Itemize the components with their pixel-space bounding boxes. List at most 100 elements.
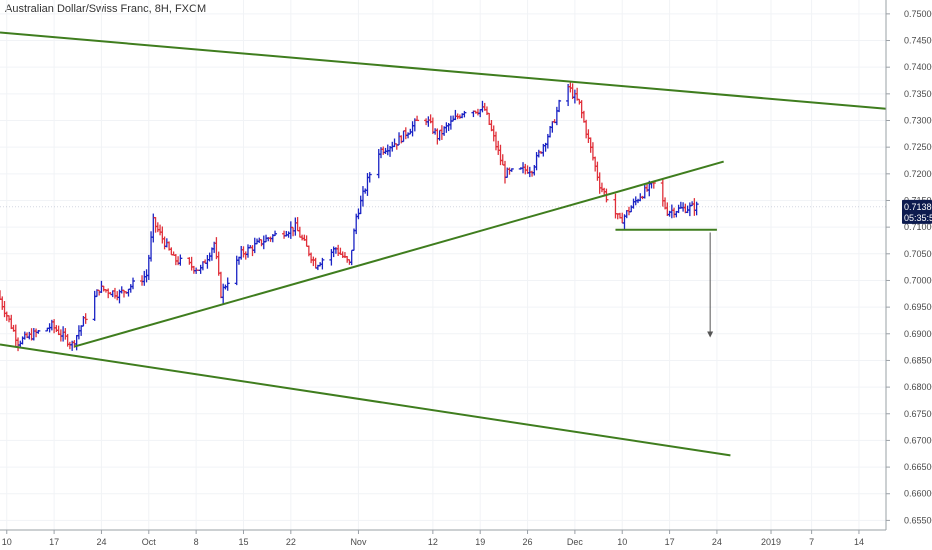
ohlc-bar — [149, 231, 154, 262]
x-tick-label: 26 — [523, 537, 533, 547]
ohlc-bar — [218, 271, 223, 299]
ohlc-bar — [676, 204, 681, 214]
ohlc-bar — [593, 156, 598, 172]
x-tick-label: 24 — [96, 537, 106, 547]
ohlc-bar — [268, 236, 273, 242]
x-tick-label: Nov — [350, 537, 367, 547]
x-tick-label: 15 — [238, 537, 248, 547]
ohlc-bar — [358, 195, 363, 215]
x-tick-label: 14 — [854, 537, 864, 547]
ohlc-bar — [67, 341, 72, 350]
ohlc-bar — [550, 121, 555, 133]
ohlc-bar — [297, 226, 302, 238]
ohlc-bar — [16, 337, 21, 352]
ohlc-bar — [568, 81, 573, 93]
ohlc-bar — [158, 224, 163, 236]
ohlc-bar — [205, 254, 210, 269]
ohlc-bar — [462, 110, 467, 118]
x-tick-label: 2019 — [761, 537, 781, 547]
ohlc-bar — [245, 244, 250, 258]
ohlc-bar — [500, 154, 505, 166]
ohlc-bar — [36, 330, 41, 334]
last-price-badge — [902, 199, 932, 224]
ohlc-bar — [13, 324, 18, 347]
ohlc-bar — [282, 230, 287, 239]
ohlc-bar — [613, 193, 618, 219]
ohlc-bar — [487, 112, 492, 126]
ohlc-bar — [288, 221, 293, 239]
ohlc-bar — [385, 144, 390, 156]
ohlc-bar — [401, 130, 406, 143]
ohlc-bar — [320, 257, 325, 270]
x-tick-label: Dec — [567, 537, 584, 547]
ohlc-bar — [160, 226, 165, 244]
ohlc-bar — [351, 228, 356, 251]
ohlc-bar — [672, 207, 677, 218]
ohlc-bar — [9, 314, 14, 330]
ohlc-bar — [444, 122, 449, 133]
x-tick-label: Oct — [142, 537, 157, 547]
ohlc-bar — [178, 254, 183, 266]
x-tick-label: 17 — [665, 537, 675, 547]
ohlc-bar — [74, 334, 79, 351]
ohlc-bar — [367, 172, 372, 183]
ohlc-bar — [101, 285, 106, 292]
ohlc-bar — [363, 188, 368, 194]
ohlc-bar — [579, 100, 584, 119]
ohlc-bar — [572, 89, 577, 104]
trendline-rising-support — [74, 160, 724, 348]
ohlc-bar — [142, 270, 147, 286]
ohlc-bar — [426, 116, 431, 127]
ohlc-bar — [534, 152, 539, 171]
ohlc-bar — [597, 172, 602, 194]
projection-arrow-head — [707, 331, 714, 338]
ohlc-bar — [588, 137, 593, 153]
ohlc-bar — [491, 125, 496, 142]
countdown-label: 05:35:55 — [904, 213, 932, 223]
ohlc-bar — [584, 119, 589, 139]
ohlc-bar — [225, 277, 230, 291]
ohlc-bar — [399, 135, 404, 144]
ohlc-bar — [415, 115, 420, 122]
ohlc-bar — [626, 206, 631, 216]
ohlc-bar — [365, 173, 370, 196]
ohlc-bar — [435, 128, 440, 145]
ohlc-bar — [121, 289, 126, 298]
ohlc-bar — [523, 163, 528, 175]
ohlc-bar — [313, 257, 318, 269]
ohlc-bar — [300, 234, 305, 241]
ohlc-bar — [52, 319, 57, 334]
ohlc-bar — [291, 226, 296, 237]
ohlc-bar — [97, 289, 102, 296]
ohlc-bar — [284, 230, 289, 237]
ohlc-bar — [554, 106, 559, 126]
ohlc-bar — [239, 245, 244, 260]
ohlc-bar — [502, 160, 507, 184]
ohlc-bar — [221, 283, 226, 304]
ohlc-bar — [200, 261, 205, 271]
ohlc-bar — [392, 138, 397, 148]
ohlc-bar — [187, 257, 192, 265]
ohlc-bar — [153, 216, 158, 233]
ohlc-bar — [336, 244, 341, 256]
ohlc-bar — [173, 254, 178, 266]
ohlc-bar — [2, 301, 7, 318]
ohlc-bar — [286, 231, 291, 238]
trendlines[interactable] — [0, 31, 887, 457]
ohlc-bar — [599, 182, 604, 193]
ohlc-bar — [329, 249, 334, 266]
ohlc-bar — [694, 201, 699, 216]
ohlc-bar — [381, 146, 386, 155]
